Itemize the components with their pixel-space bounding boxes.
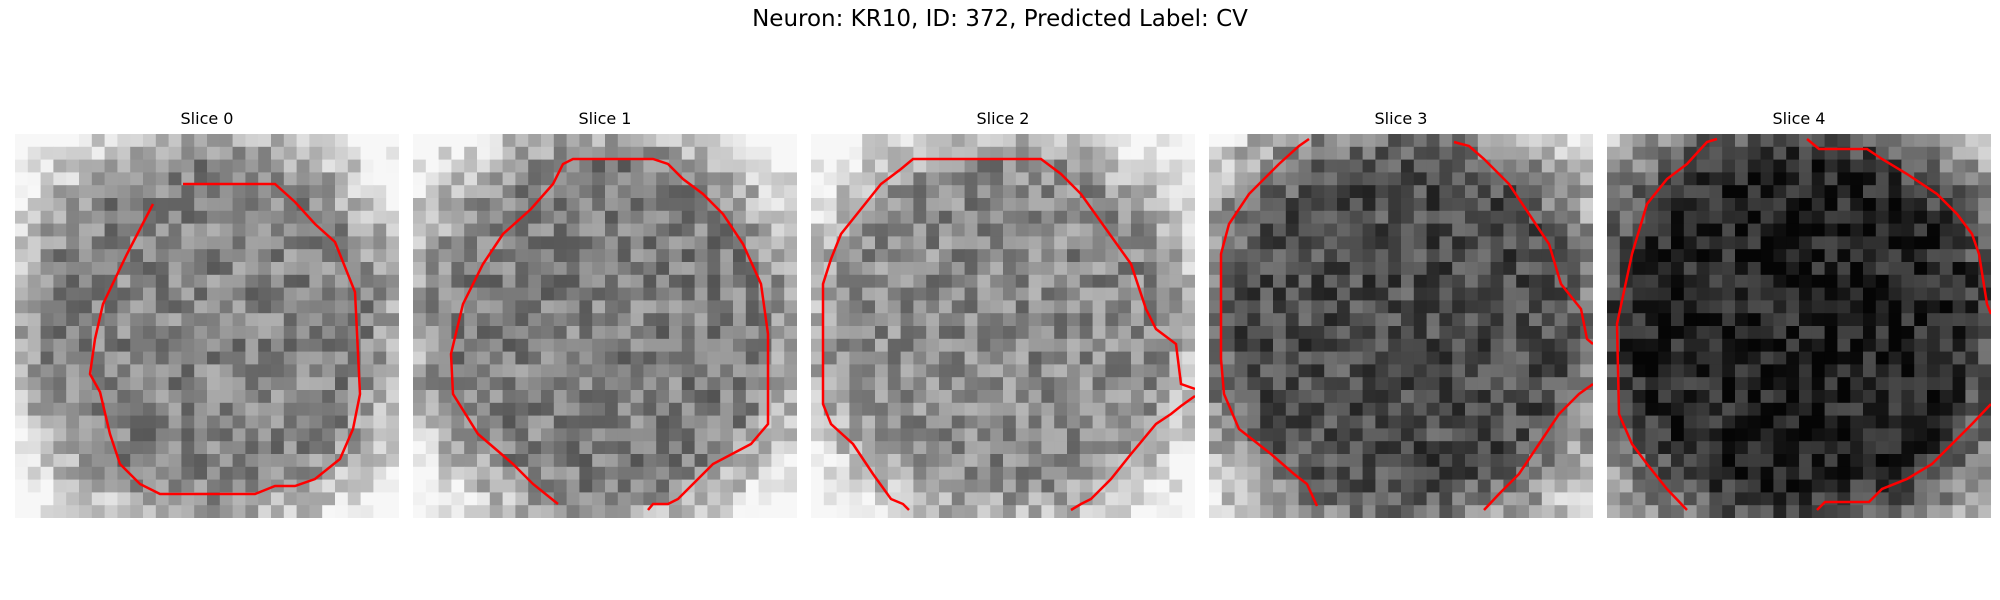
cell-contour xyxy=(449,157,770,511)
cell-contour xyxy=(1453,140,1593,345)
slice-image xyxy=(1607,134,1991,518)
slice-image xyxy=(1209,134,1593,518)
slice-panel-4: Slice 4 xyxy=(1607,108,1991,518)
pixel-grid xyxy=(413,134,797,518)
slice-panel-0: Slice 0 xyxy=(15,108,399,518)
slice-panel-2: Slice 2 xyxy=(811,108,1195,518)
slice-panel-1: Slice 1 xyxy=(413,108,797,518)
pixel-grid xyxy=(1607,134,1991,518)
cell-contour xyxy=(821,157,1195,511)
cell-contour xyxy=(1070,394,1195,512)
slice-image xyxy=(811,134,1195,518)
cell-contour xyxy=(1483,382,1593,511)
slice-image xyxy=(15,134,399,518)
slice-image xyxy=(413,134,797,518)
slice-title: Slice 4 xyxy=(1772,109,1826,128)
pixel-grid xyxy=(15,134,399,518)
cell-contour xyxy=(1806,138,1991,315)
slice-title: Slice 0 xyxy=(180,109,234,128)
slice-title: Slice 1 xyxy=(578,109,632,128)
slice-panel-3: Slice 3 xyxy=(1209,108,1593,518)
slice-title: Slice 3 xyxy=(1374,109,1428,128)
figure-title: Neuron: KR10, ID: 372, Predicted Label: … xyxy=(752,6,1248,32)
cell-contour xyxy=(1219,137,1319,507)
cell-contour xyxy=(1816,403,1991,511)
pixel-grid xyxy=(811,134,1195,518)
pixel-grid xyxy=(1209,134,1593,518)
cell-contour xyxy=(1615,137,1718,511)
slice-title: Slice 2 xyxy=(976,109,1030,128)
cell-contour xyxy=(88,182,362,496)
